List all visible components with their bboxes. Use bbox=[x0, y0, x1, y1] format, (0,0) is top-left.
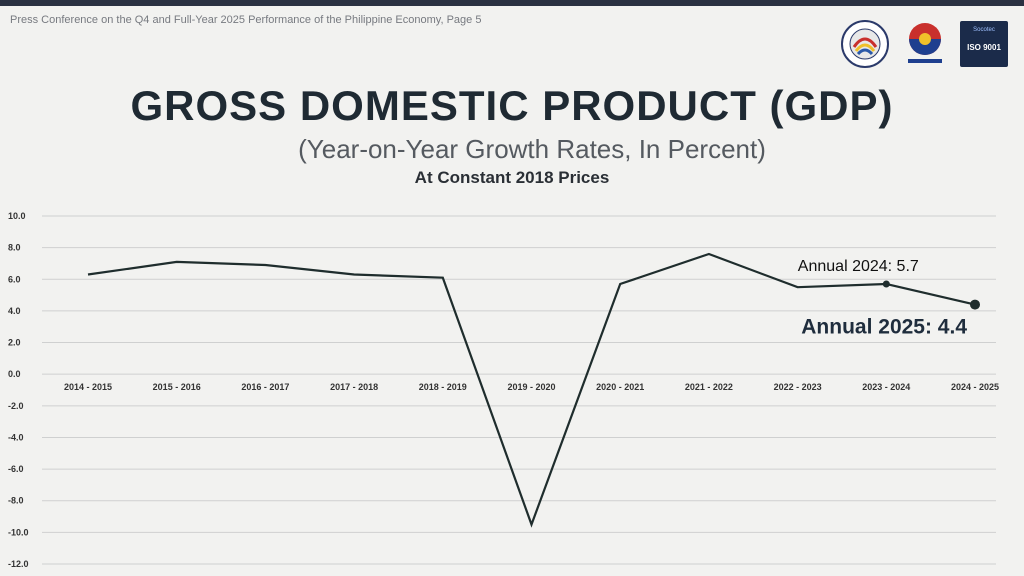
x-category-label: 2015 - 2016 bbox=[153, 382, 201, 392]
iso-top-text: Socotec bbox=[973, 27, 995, 33]
annotation-label: Annual 2024: 5.7 bbox=[798, 258, 919, 275]
y-tick-label: 6.0 bbox=[8, 274, 21, 284]
chart-basis-label: At Constant 2018 Prices bbox=[414, 168, 610, 187]
header-caption: Press Conference on the Q4 and Full-Year… bbox=[10, 14, 482, 26]
bagong-pilipinas-logo-icon bbox=[908, 23, 942, 63]
x-category-label: 2014 - 2015 bbox=[64, 382, 112, 392]
y-tick-label: 10.0 bbox=[8, 211, 26, 221]
x-category-label: 2022 - 2023 bbox=[774, 382, 822, 392]
y-tick-label: 8.0 bbox=[8, 243, 21, 253]
annotation-marker bbox=[882, 280, 890, 288]
psa-seal-icon bbox=[841, 20, 889, 68]
y-tick-label: 2.0 bbox=[8, 338, 21, 348]
x-category-label: 2018 - 2019 bbox=[419, 382, 467, 392]
y-tick-label: -2.0 bbox=[8, 401, 24, 411]
y-tick-label: -12.0 bbox=[8, 559, 29, 569]
gdp-line-chart: 10.0 8.0 6.0 4.0 2.0 0.0 -2.0 -4.0 -6.0 -8.0 -10.0… bbox=[8, 211, 999, 569]
chart-subtitle: (Year-on-Year Growth Rates, In Percent) bbox=[298, 134, 766, 164]
x-category-label: 2023 - 2024 bbox=[862, 382, 910, 392]
slide: Press Conference on the Q4 and Full-Year… bbox=[0, 6, 1024, 576]
top-bar bbox=[0, 0, 1024, 6]
iso-9001-badge-icon: Socotec ISO 9001 bbox=[960, 21, 1008, 67]
x-category-label: 2024 - 2025 bbox=[951, 382, 999, 392]
annotation-label: Annual 2025: 4.4 bbox=[801, 316, 967, 339]
y-tick-label: -10.0 bbox=[8, 527, 29, 537]
x-category-label: 2016 - 2017 bbox=[241, 382, 289, 392]
annotation-marker bbox=[970, 299, 980, 310]
x-category-label: 2017 - 2018 bbox=[330, 382, 378, 392]
y-tick-label: -4.0 bbox=[8, 432, 24, 442]
series-line bbox=[87, 252, 976, 528]
x-category-label: 2019 - 2020 bbox=[507, 382, 555, 392]
y-tick-label: -6.0 bbox=[8, 464, 24, 474]
x-category-label: 2020 - 2021 bbox=[596, 382, 644, 392]
y-tick-label: 4.0 bbox=[8, 306, 21, 316]
iso-main-text: ISO 9001 bbox=[967, 43, 1001, 52]
y-tick-label: 0.0 bbox=[8, 369, 21, 379]
logo-group: Socotec ISO 9001 bbox=[840, 16, 1008, 72]
y-tick-label: -8.0 bbox=[8, 496, 24, 506]
x-category-label: 2021 - 2022 bbox=[685, 382, 733, 392]
page-title: GROSS DOMESTIC PRODUCT (GDP) bbox=[130, 82, 894, 129]
